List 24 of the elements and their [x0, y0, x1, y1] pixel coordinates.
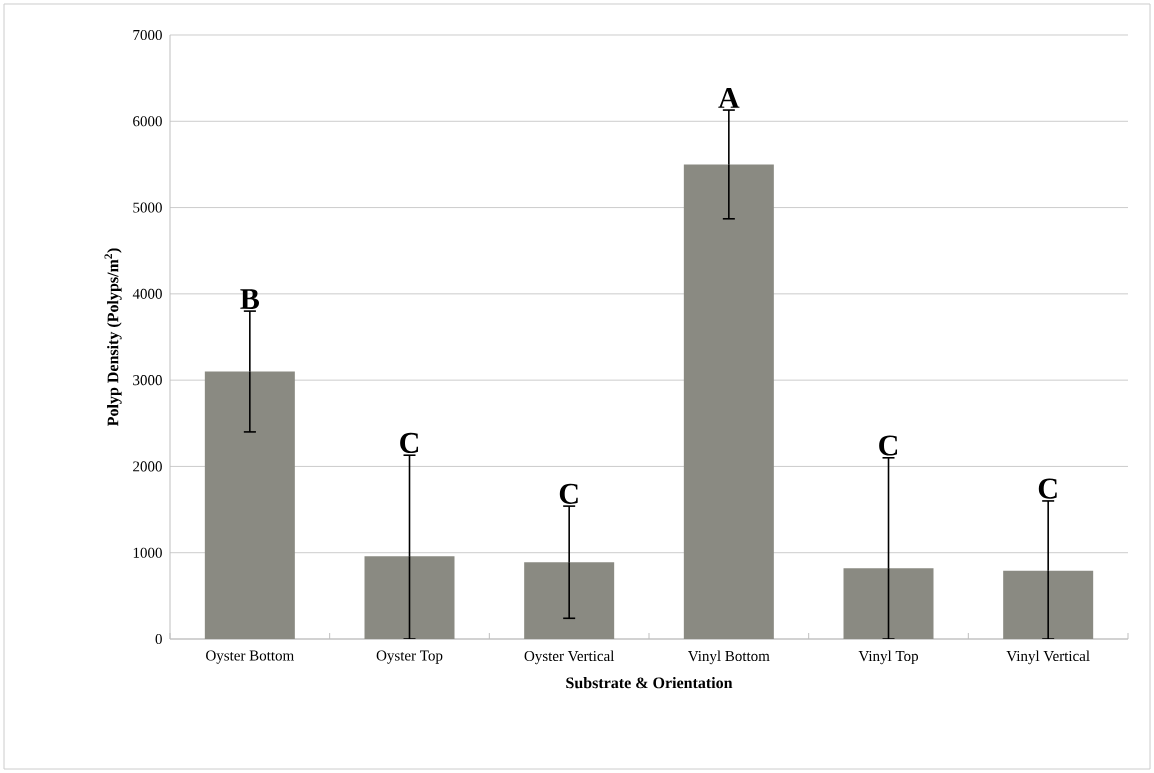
- annotation: B: [240, 289, 259, 309]
- text: Polyp Density (Polyps/m$^{2}$): [104, 248, 122, 426]
- y-tick-label: 6000: [133, 116, 162, 127]
- y-tick-label: 5000: [133, 202, 162, 213]
- x-tick-label: Vinyl Top: [858, 650, 919, 665]
- y-tick-label: 1000: [133, 547, 162, 558]
- annotation: C: [1038, 478, 1057, 499]
- bar: [683, 164, 774, 639]
- x-tick-label: Vinyl Bottom: [688, 650, 770, 665]
- y-tick-label: 2000: [133, 461, 162, 472]
- y-tick-label: 4000: [132, 288, 162, 299]
- y-tick-label: 0: [155, 633, 162, 645]
- x-axis-title: Substrate & Orientation: [566, 677, 733, 689]
- x-tick-label: Oyster Bottom: [206, 650, 294, 664]
- y-tick-label: 7000: [133, 29, 162, 41]
- annotation: C: [559, 483, 578, 504]
- x-tick-label: Vinyl Vertical: [1006, 650, 1090, 665]
- annotation: C: [400, 432, 419, 454]
- bar: [204, 371, 295, 639]
- annotation: C: [879, 435, 898, 456]
- x-tick-label: Oyster Top: [376, 650, 443, 664]
- x-tick-label: Oyster Vertical: [524, 650, 615, 665]
- annotation: A: [718, 88, 740, 108]
- y-tick-label: 3000: [133, 375, 162, 386]
